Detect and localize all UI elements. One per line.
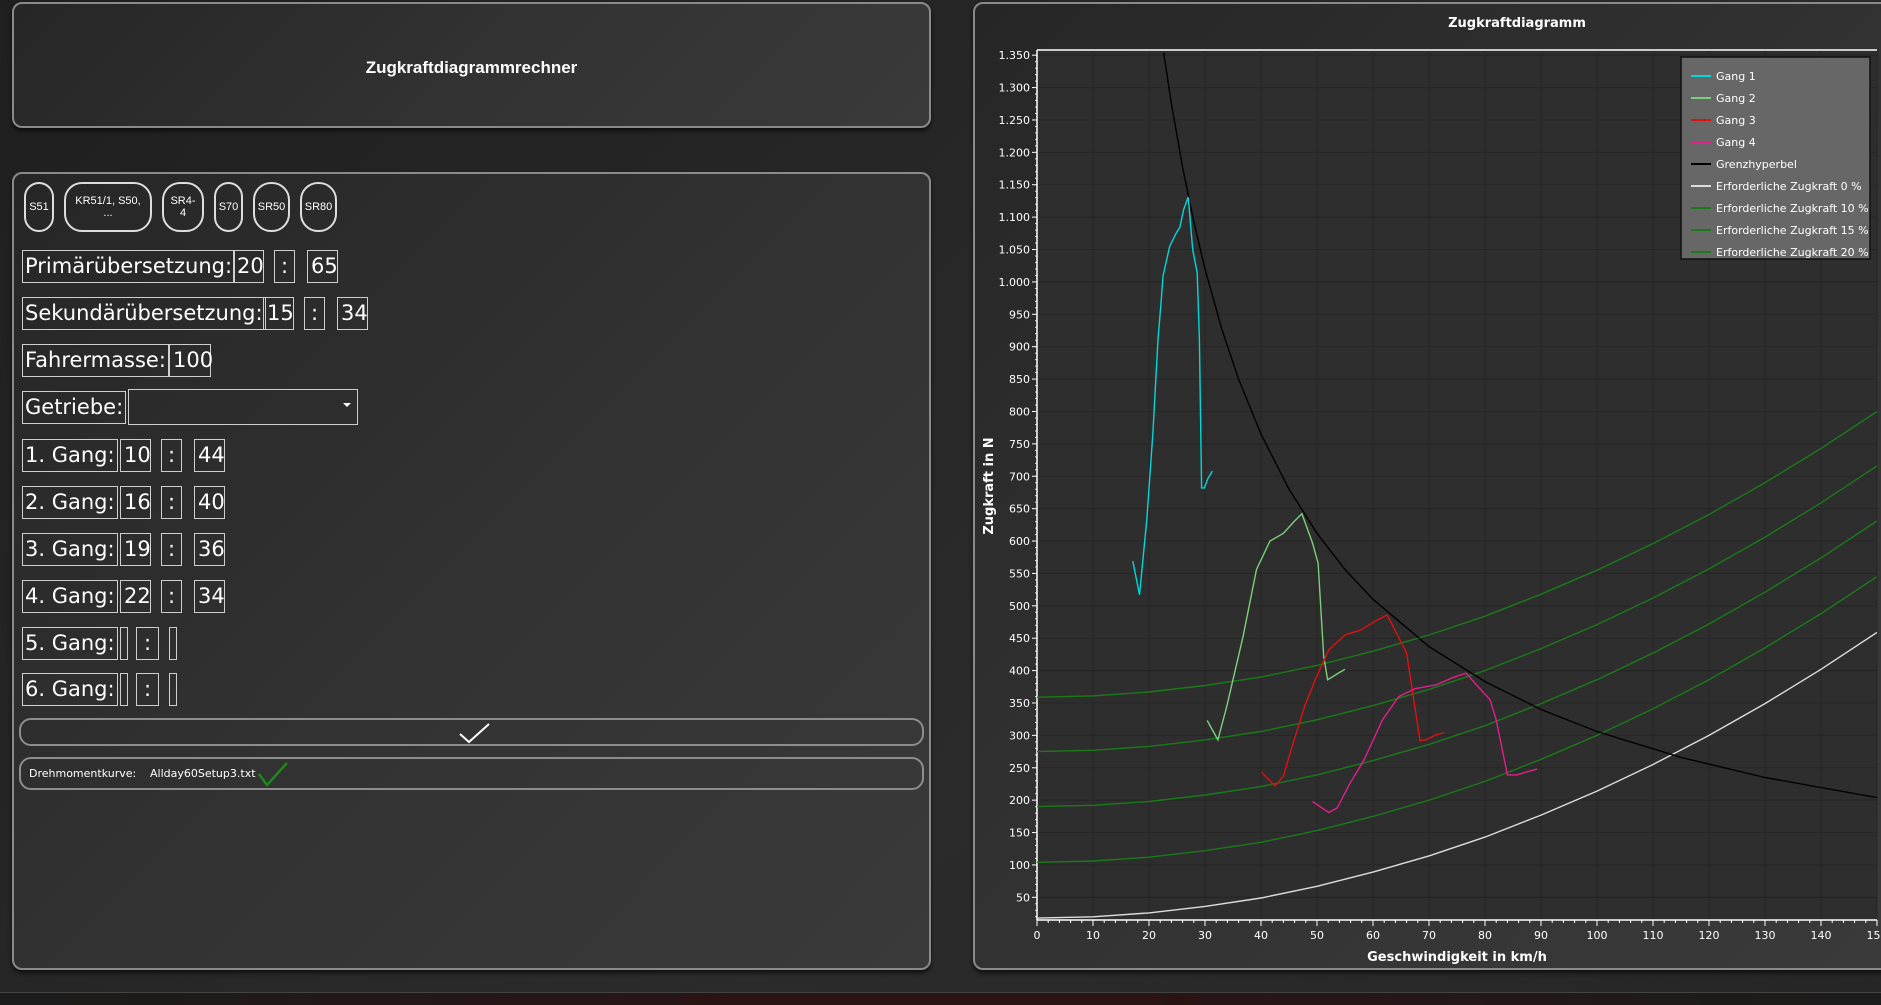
x-tick-label: 50 [1310, 929, 1324, 942]
y-tick-label: 200 [1009, 794, 1030, 807]
legend-item: Gang 4 [1716, 136, 1756, 149]
y-tick-label: 1.150 [999, 179, 1031, 192]
y-tick-label: 1.350 [999, 49, 1031, 62]
y-tick-label: 1.050 [999, 244, 1031, 257]
legend-item: Erforderliche Zugkraft 20 % [1716, 246, 1869, 259]
x-tick-label: 100 [1587, 929, 1608, 942]
y-tick-label: 500 [1009, 600, 1030, 613]
x-tick-label: 110 [1643, 929, 1664, 942]
x-tick-label: 30 [1198, 929, 1212, 942]
y-tick-label: 100 [1009, 859, 1030, 872]
taskbar [0, 992, 1881, 1005]
y-tick-label: 650 [1009, 503, 1030, 516]
x-tick-label: 150 [1867, 929, 1881, 942]
y-tick-label: 600 [1009, 535, 1030, 548]
y-axis-label: Zugkraft in N [982, 437, 997, 534]
legend-item: Erforderliche Zugkraft 0 % [1716, 180, 1862, 193]
y-tick-label: 800 [1009, 405, 1030, 418]
y-tick-label: 300 [1009, 729, 1030, 742]
y-tick-label: 900 [1009, 341, 1030, 354]
y-tick-label: 850 [1009, 373, 1030, 386]
y-tick-label: 1.250 [999, 114, 1031, 127]
y-tick-label: 750 [1009, 438, 1030, 451]
y-tick-label: 700 [1009, 470, 1030, 483]
x-tick-label: 40 [1254, 929, 1268, 942]
y-tick-label: 450 [1009, 632, 1030, 645]
x-tick-label: 120 [1699, 929, 1720, 942]
x-tick-label: 10 [1086, 929, 1100, 942]
chart-title: Zugkraftdiagramm [1448, 16, 1586, 31]
y-tick-label: 250 [1009, 762, 1030, 775]
legend-item: Erforderliche Zugkraft 15 % [1716, 224, 1869, 237]
legend-item: Gang 2 [1716, 92, 1756, 105]
legend-item: Erforderliche Zugkraft 10 % [1716, 202, 1869, 215]
x-tick-label: 60 [1366, 929, 1380, 942]
y-tick-label: 350 [1009, 697, 1030, 710]
y-tick-label: 1.200 [999, 146, 1031, 159]
x-tick-label: 0 [1034, 929, 1041, 942]
x-tick-label: 140 [1811, 929, 1832, 942]
x-tick-label: 70 [1422, 929, 1436, 942]
y-tick-label: 50 [1016, 891, 1030, 904]
y-tick-label: 1.000 [999, 276, 1031, 289]
x-tick-label: 90 [1534, 929, 1548, 942]
x-axis-label: Geschwindigkeit in km/h [1367, 950, 1547, 965]
legend-item: Gang 3 [1716, 114, 1756, 127]
legend-item: Grenzhyperbel [1716, 158, 1797, 171]
y-tick-label: 150 [1009, 827, 1030, 840]
legend-item: Gang 1 [1716, 70, 1756, 83]
y-tick-label: 400 [1009, 665, 1030, 678]
y-tick-label: 950 [1009, 308, 1030, 321]
x-tick-label: 130 [1755, 929, 1776, 942]
y-tick-label: 1.100 [999, 211, 1031, 224]
y-tick-label: 1.300 [999, 82, 1031, 95]
y-tick-label: 550 [1009, 567, 1030, 580]
x-tick-label: 20 [1142, 929, 1156, 942]
x-tick-label: 80 [1478, 929, 1492, 942]
